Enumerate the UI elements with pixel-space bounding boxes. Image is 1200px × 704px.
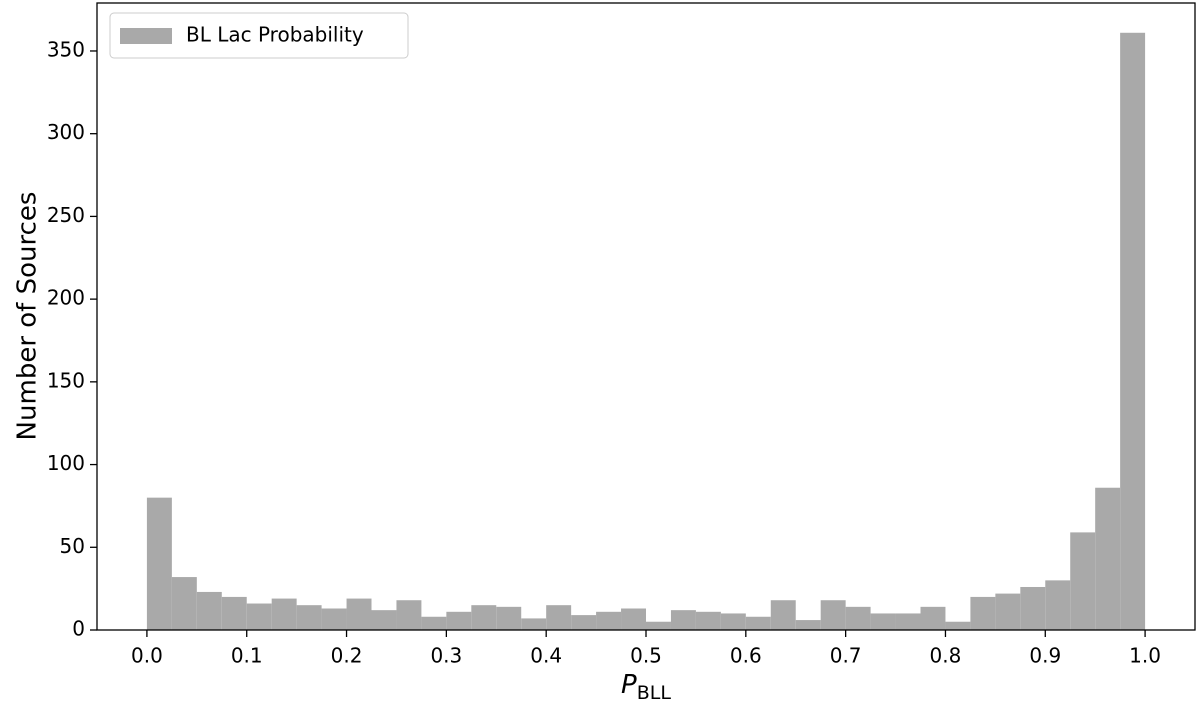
x-tick-label: 0.0 — [131, 644, 163, 668]
x-tick-label: 0.3 — [430, 644, 462, 668]
x-tick-label: 0.6 — [730, 644, 762, 668]
bar — [670, 610, 696, 630]
bar — [346, 598, 372, 630]
y-tick-label: 0 — [72, 617, 85, 641]
legend-label: BL Lac Probability — [186, 23, 364, 47]
bar — [745, 616, 771, 630]
bar — [246, 603, 272, 630]
bar — [221, 596, 247, 630]
bar — [995, 593, 1021, 630]
x-tick-label: 0.2 — [331, 644, 363, 668]
bar — [1045, 580, 1071, 630]
x-label-symbol: P — [621, 670, 637, 700]
bar — [446, 611, 472, 630]
x-label-subscript: BLL — [637, 682, 672, 704]
bar — [1095, 487, 1121, 630]
bar — [795, 620, 821, 630]
bar — [196, 591, 222, 630]
bar — [546, 605, 572, 630]
bar — [471, 605, 497, 630]
bar — [571, 615, 597, 630]
x-tick-label: 1.0 — [1129, 644, 1161, 668]
bar — [770, 600, 796, 630]
bar — [895, 613, 921, 630]
legend-swatch — [120, 28, 172, 44]
bar — [296, 605, 322, 630]
bar — [171, 577, 197, 630]
x-tick-label: 0.5 — [630, 644, 662, 668]
plot-frame — [96, 2, 1196, 631]
bar — [920, 606, 946, 630]
bar — [1020, 586, 1046, 630]
x-axis-label: PBLL — [621, 670, 671, 704]
legend-box — [109, 12, 409, 59]
y-tick-label: 100 — [47, 451, 85, 475]
y-tick-label: 250 — [47, 203, 85, 227]
bar — [945, 621, 971, 630]
bar — [496, 606, 522, 630]
y-tick-label: 350 — [47, 37, 85, 61]
bar — [521, 618, 547, 630]
bar — [621, 608, 646, 630]
bar — [845, 606, 871, 630]
bar — [1120, 32, 1146, 630]
bar — [321, 608, 347, 630]
bar — [1070, 532, 1096, 630]
y-tick-label: 150 — [47, 368, 85, 392]
y-axis-label: Number of Sources — [13, 192, 43, 441]
x-tick-label: 0.4 — [530, 644, 562, 668]
x-tick-label: 0.7 — [830, 644, 862, 668]
y-tick-label: 300 — [47, 120, 85, 144]
y-tick-label: 50 — [60, 534, 85, 558]
bar — [695, 611, 721, 630]
x-tick-label: 0.9 — [1029, 644, 1061, 668]
bar — [146, 497, 172, 630]
bar — [970, 596, 996, 630]
bar — [271, 598, 297, 630]
bar — [396, 600, 422, 630]
x-tick-label: 0.1 — [231, 644, 263, 668]
bar — [720, 613, 746, 630]
bar — [596, 611, 622, 630]
bar — [371, 610, 397, 630]
bar — [820, 600, 846, 630]
y-tick-label: 200 — [47, 286, 85, 310]
bar — [870, 613, 896, 630]
bar — [421, 616, 447, 630]
bar — [646, 621, 671, 630]
x-tick-label: 0.8 — [930, 644, 962, 668]
